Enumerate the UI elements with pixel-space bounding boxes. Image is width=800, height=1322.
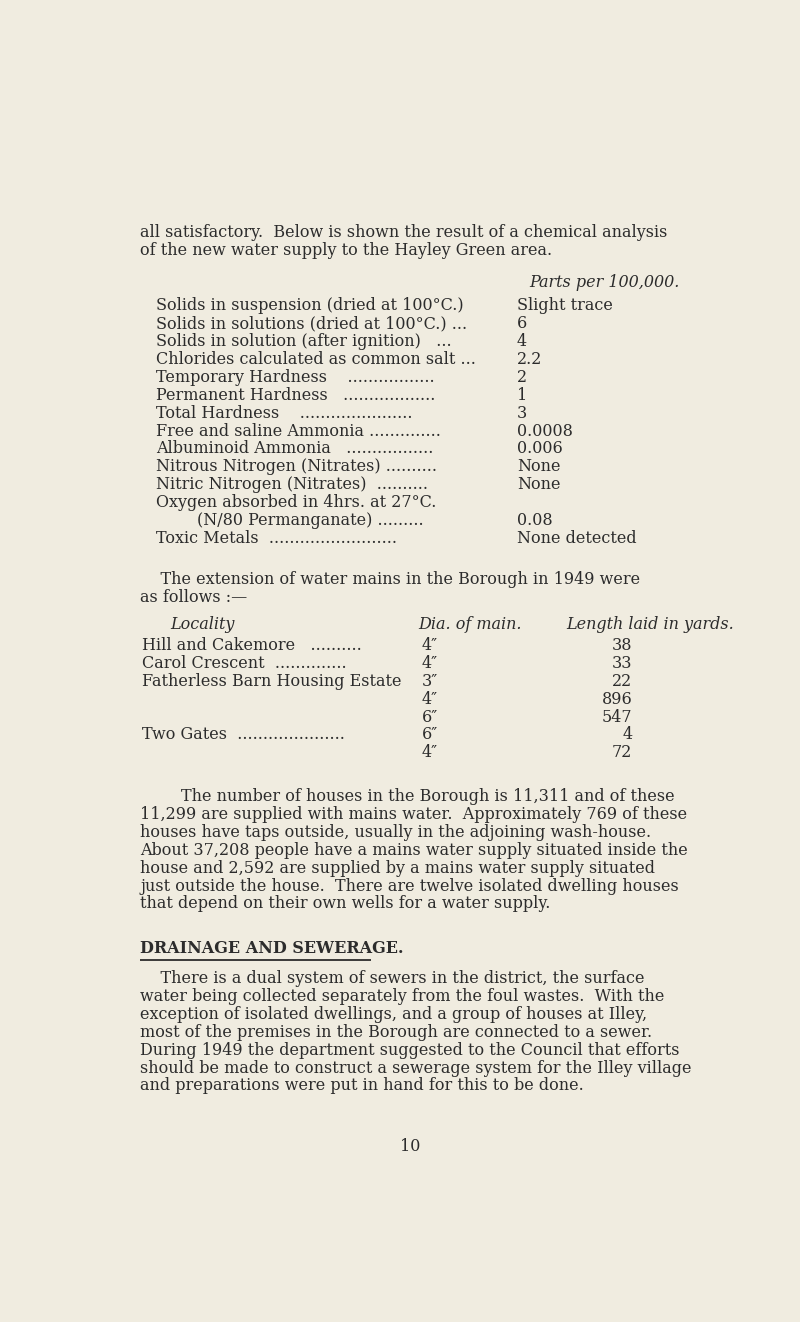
Text: 4″: 4″ [422,744,438,761]
Text: 6″: 6″ [422,709,438,726]
Text: Albuminoid Ammonia   .................: Albuminoid Ammonia ................. [156,440,433,457]
Text: Fatherless Barn Housing Estate: Fatherless Barn Housing Estate [142,673,402,690]
Text: 3: 3 [517,405,527,422]
Text: 2.2: 2.2 [517,352,542,368]
Text: 4″: 4″ [422,654,438,672]
Text: Oxygen absorbed in 4hrs. at 27°C.: Oxygen absorbed in 4hrs. at 27°C. [156,494,436,512]
Text: 2: 2 [517,369,527,386]
Text: There is a dual system of sewers in the district, the surface: There is a dual system of sewers in the … [140,970,645,988]
Text: Chlorides calculated as common salt ...: Chlorides calculated as common salt ... [156,352,476,368]
Text: 11,299 are supplied with mains water.  Approximately 769 of these: 11,299 are supplied with mains water. Ap… [140,806,687,824]
Text: Solids in solutions (dried at 100°C.) ...: Solids in solutions (dried at 100°C.) ..… [156,316,467,332]
Text: 6: 6 [517,316,527,332]
Text: None: None [517,459,561,476]
Text: house and 2,592 are supplied by a mains water supply situated: house and 2,592 are supplied by a mains … [140,859,655,876]
Text: The extension of water mains in the Borough in 1949 were: The extension of water mains in the Boro… [140,571,641,588]
Text: 4: 4 [622,726,633,743]
Text: exception of isolated dwellings, and a group of houses at Illey,: exception of isolated dwellings, and a g… [140,1006,647,1023]
Text: 10: 10 [400,1138,420,1154]
Text: 38: 38 [612,637,633,654]
Text: Parts per 100,000.: Parts per 100,000. [530,275,680,291]
Text: Two Gates  .....................: Two Gates ..................... [142,726,345,743]
Text: Solids in solution (after ignition)   ...: Solids in solution (after ignition) ... [156,333,451,350]
Text: None detected: None detected [517,530,637,547]
Text: 0.08: 0.08 [517,512,553,529]
Text: Length laid in yards.: Length laid in yards. [566,616,734,633]
Text: 3″: 3″ [422,673,438,690]
Text: 1: 1 [517,387,527,403]
Text: Solids in suspension (dried at 100°C.): Solids in suspension (dried at 100°C.) [156,297,463,315]
Text: 896: 896 [602,690,633,707]
Text: water being collected separately from the foul wastes.  With the: water being collected separately from th… [140,988,665,1005]
Text: DRAINAGE AND SEWERAGE.: DRAINAGE AND SEWERAGE. [140,940,404,957]
Text: 0.006: 0.006 [517,440,562,457]
Text: most of the premises in the Borough are connected to a sewer.: most of the premises in the Borough are … [140,1025,653,1040]
Text: 4: 4 [517,333,527,350]
Text: (N/80 Permanganate) .........: (N/80 Permanganate) ......... [156,512,423,529]
Text: Dia. of main.: Dia. of main. [418,616,522,633]
Text: Nitric Nitrogen (Nitrates)  ..........: Nitric Nitrogen (Nitrates) .......... [156,476,428,493]
Text: About 37,208 people have a mains water supply situated inside the: About 37,208 people have a mains water s… [140,842,688,859]
Text: Nitrous Nitrogen (Nitrates) ..........: Nitrous Nitrogen (Nitrates) .......... [156,459,437,476]
Text: of the new water supply to the Hayley Green area.: of the new water supply to the Hayley Gr… [140,242,553,259]
Text: that depend on their own wells for a water supply.: that depend on their own wells for a wat… [140,895,550,912]
Text: Temporary Hardness    .................: Temporary Hardness ................. [156,369,434,386]
Text: Hill and Cakemore   ..........: Hill and Cakemore .......... [142,637,362,654]
Text: 0.0008: 0.0008 [517,423,573,439]
Text: just outside the house.  There are twelve isolated dwelling houses: just outside the house. There are twelve… [140,878,679,895]
Text: houses have taps outside, usually in the adjoining wash-house.: houses have taps outside, usually in the… [140,824,651,841]
Text: Free and saline Ammonia ..............: Free and saline Ammonia .............. [156,423,441,439]
Text: 4″: 4″ [422,637,438,654]
Text: Permanent Hardness   ..................: Permanent Hardness .................. [156,387,435,403]
Text: 33: 33 [612,654,633,672]
Text: 6″: 6″ [422,726,438,743]
Text: 22: 22 [612,673,633,690]
Text: Total Hardness    ......................: Total Hardness ...................... [156,405,412,422]
Text: should be made to construct a sewerage system for the Illey village: should be made to construct a sewerage s… [140,1060,692,1076]
Text: 4″: 4″ [422,690,438,707]
Text: During 1949 the department suggested to the Council that efforts: During 1949 the department suggested to … [140,1042,680,1059]
Text: Slight trace: Slight trace [517,297,613,315]
Text: The number of houses in the Borough is 11,311 and of these: The number of houses in the Borough is 1… [140,788,675,805]
Text: Toxic Metals  .........................: Toxic Metals ......................... [156,530,397,547]
Text: 72: 72 [612,744,633,761]
Text: 547: 547 [602,709,633,726]
Text: Locality: Locality [170,616,234,633]
Text: as follows :—: as follows :— [140,588,247,605]
Text: all satisfactory.  Below is shown the result of a chemical analysis: all satisfactory. Below is shown the res… [140,225,668,241]
Text: and preparations were put in hand for this to be done.: and preparations were put in hand for th… [140,1077,584,1095]
Text: None: None [517,476,561,493]
Text: Carol Crescent  ..............: Carol Crescent .............. [142,654,346,672]
